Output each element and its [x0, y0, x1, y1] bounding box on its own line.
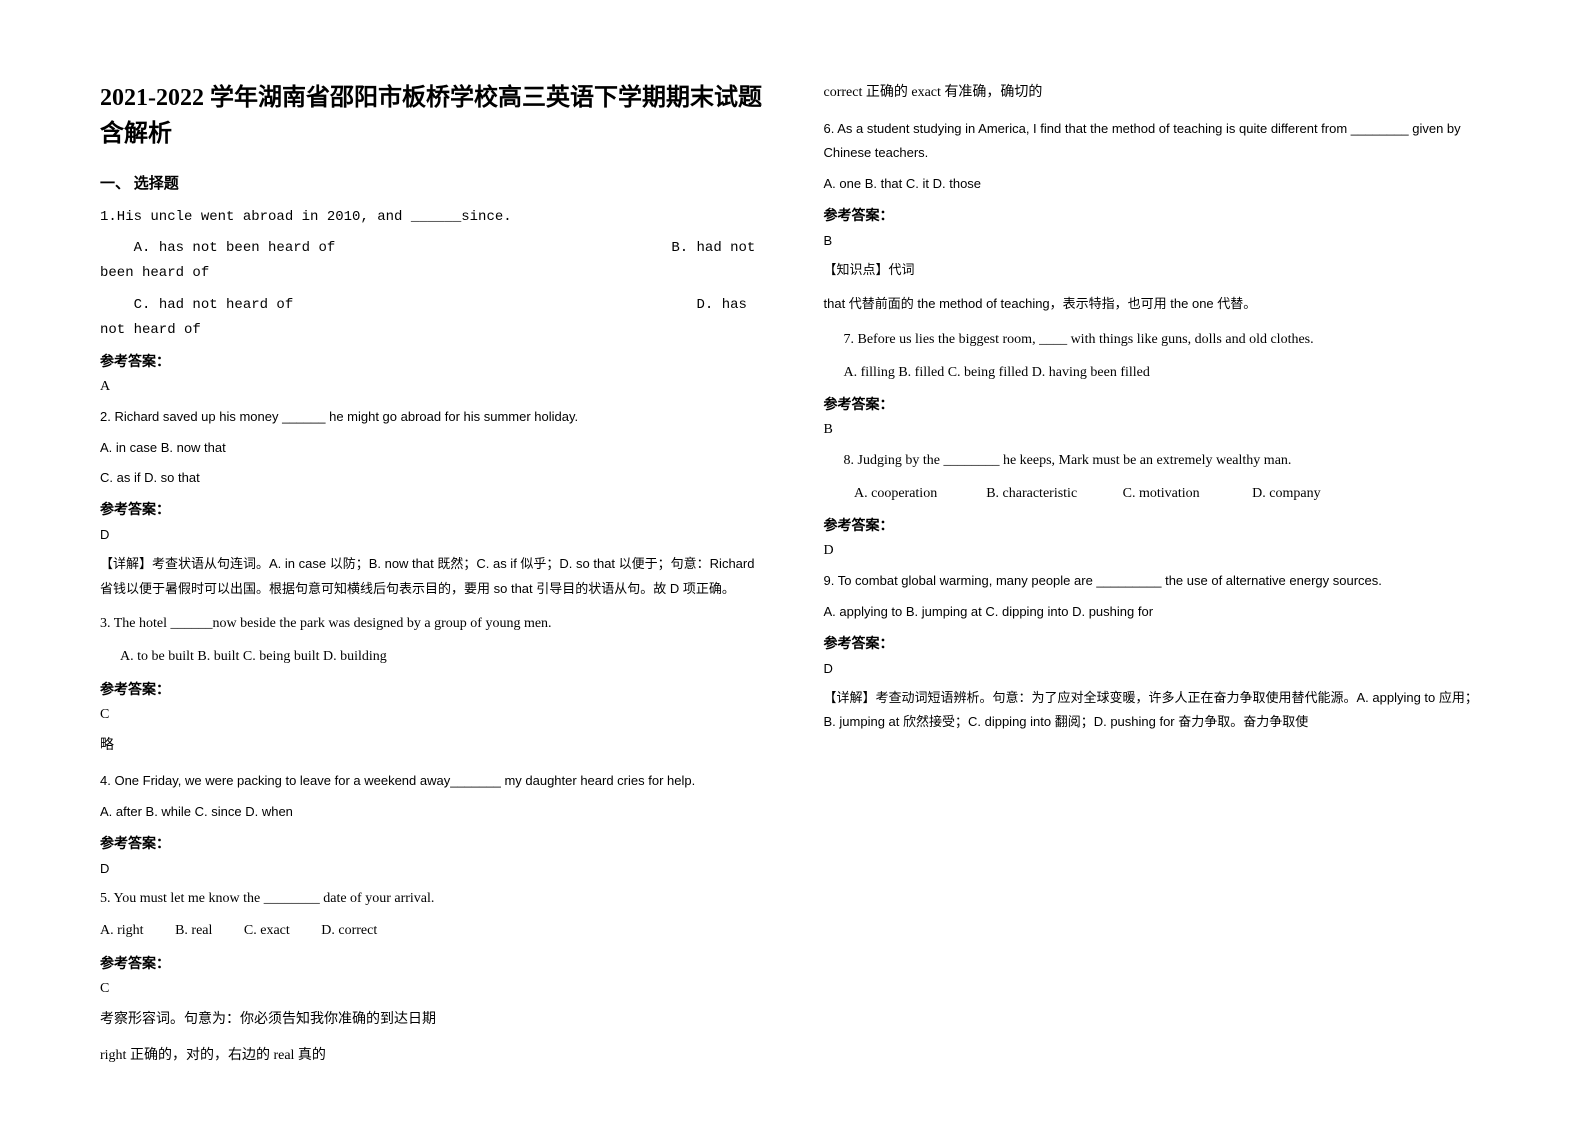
q5-answer-label: 参考答案：: [100, 953, 764, 973]
q6-answer: B: [824, 233, 1488, 248]
q5-options: A. right B. real C. exact D. correct: [100, 918, 764, 945]
section-header: 一、 选择题: [100, 172, 764, 193]
q2-stem: 2. Richard saved up his money ______ he …: [100, 405, 764, 430]
q3-explanation: 略: [100, 733, 764, 760]
exam-title: 2021-2022 学年湖南省邵阳市板桥学校高三英语下学期期末试题含解析: [100, 80, 764, 152]
q2-opts-line1: A. in case B. now that: [100, 436, 764, 461]
q9-stem: 9. To combat global warming, many people…: [824, 569, 1488, 594]
q3-answer-label: 参考答案：: [100, 679, 764, 699]
q4-answer-label: 参考答案：: [100, 833, 764, 853]
q5-optD: D. correct: [321, 923, 377, 938]
q4-options: A. after B. while C. since D. when: [100, 800, 764, 825]
q1-answer: A: [100, 379, 764, 395]
q8-answer-label: 参考答案：: [824, 515, 1488, 535]
q5-expl2: right 正确的，对的，右边的 real 真的: [100, 1043, 764, 1070]
q8-optD: D. company: [1252, 486, 1320, 501]
q5-stem: 5. You must let me know the ________ dat…: [100, 886, 764, 913]
q6-expl1: 【知识点】代词: [824, 258, 1488, 283]
q5-answer: C: [100, 981, 764, 997]
q9-explanation: 【详解】考查动词短语辨析。句意：为了应对全球变暖，许多人正在奋力争取使用替代能源…: [824, 686, 1488, 735]
q9-answer: D: [824, 661, 1488, 676]
q6-options: A. one B. that C. it D. those: [824, 172, 1488, 197]
q7-answer: B: [824, 422, 1488, 438]
q1-options-row2: C. had not heard of D. has not heard of: [100, 293, 764, 343]
q5-expl1: 考察形容词。句意为：你必须告知我你准确的到达日期: [100, 1007, 764, 1034]
q5-optC: C. exact: [244, 923, 290, 938]
q6-stem: 6. As a student studying in America, I f…: [824, 117, 1488, 166]
q7-options: A. filling B. filled C. being filled D. …: [824, 360, 1488, 387]
q3-stem: 3. The hotel ______now beside the park w…: [100, 611, 764, 638]
q7-answer-label: 参考答案：: [824, 394, 1488, 414]
q6-answer-label: 参考答案：: [824, 205, 1488, 225]
q1-optA: A. has not been heard of: [134, 240, 336, 256]
q1-answer-label: 参考答案：: [100, 351, 764, 371]
q9-answer-label: 参考答案：: [824, 633, 1488, 653]
q6-expl2: that 代替前面的 the method of teaching，表示特指，也…: [824, 292, 1488, 317]
q5-expl3: correct 正确的 exact 有准确，确切的: [824, 80, 1488, 107]
q8-stem: 8. Judging by the ________ he keeps, Mar…: [824, 448, 1488, 475]
q7-stem: 7. Before us lies the biggest room, ____…: [824, 327, 1488, 354]
q4-answer: D: [100, 861, 764, 876]
q1-stem: 1.His uncle went abroad in 2010, and ___…: [100, 205, 764, 230]
q9-options: A. applying to B. jumping at C. dipping …: [824, 600, 1488, 625]
q1-options-row1: A. has not been heard of B. had not been…: [100, 236, 764, 286]
q8-options: A. cooperation B. characteristic C. moti…: [824, 481, 1488, 508]
q2-opts-line2: C. as if D. so that: [100, 466, 764, 491]
q8-optA: A. cooperation: [854, 486, 937, 501]
q2-explanation: 【详解】考查状语从句连词。A. in case 以防；B. now that 既…: [100, 552, 764, 601]
q2-answer: D: [100, 527, 764, 542]
q1-optC: C. had not heard of: [134, 297, 294, 313]
q3-answer: C: [100, 707, 764, 723]
q3-options: A. to be built B. built C. being built D…: [100, 644, 764, 671]
q5-optA: A. right: [100, 923, 144, 938]
q4-stem: 4. One Friday, we were packing to leave …: [100, 769, 764, 794]
q8-optB: B. characteristic: [986, 486, 1077, 501]
q8-answer: D: [824, 543, 1488, 559]
q8-optC: C. motivation: [1123, 486, 1200, 501]
q5-optB: B. real: [175, 923, 212, 938]
q2-answer-label: 参考答案：: [100, 499, 764, 519]
